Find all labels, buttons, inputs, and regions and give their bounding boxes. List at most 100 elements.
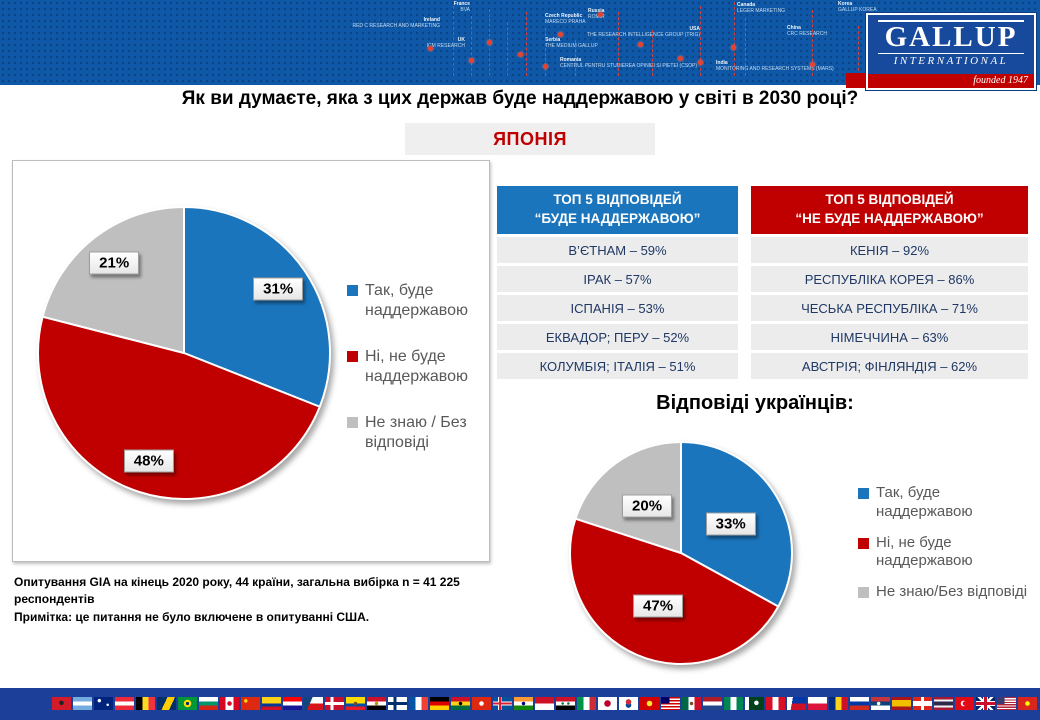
map-pin-line — [745, 18, 746, 76]
map-pin-line — [526, 12, 527, 76]
top5-yes-header-line2: “БУДЕ НАДДЕРЖАВОЮ” — [534, 210, 701, 226]
flag-turkey — [955, 697, 974, 710]
legend-item: Так, буде наддержавою — [347, 281, 487, 321]
flag-bosnia — [157, 697, 176, 710]
pie-data-label: 33% — [705, 512, 756, 536]
legend-swatch — [347, 417, 358, 428]
flags-row — [52, 697, 1037, 710]
flag-philippines — [787, 697, 806, 710]
flag-netherlands — [703, 697, 722, 710]
table-row: В’ЄТНАМ – 59% — [497, 236, 738, 263]
map-office-label: India MONITORING AND RESEARCH SYSTEMS (MA… — [716, 60, 834, 72]
flag-malaysia — [661, 697, 680, 710]
map-pin-dot — [469, 58, 474, 63]
legend-item: Не знаю/Без відповіді — [858, 583, 1030, 602]
map-office-label: Serbia THE MEDIUM GALLUP — [545, 37, 598, 49]
logo-rule-top — [877, 20, 1025, 22]
pie-data-label: 21% — [89, 251, 140, 275]
footer-bar — [0, 688, 1040, 720]
map-pin-dot — [598, 12, 603, 17]
map-pin-line — [575, 40, 576, 76]
flag-austria — [115, 697, 134, 710]
footnote-line: Примітка: це питання не було включене в … — [14, 609, 370, 624]
map-pin-line — [507, 22, 508, 76]
pie-data-label: 48% — [123, 449, 174, 473]
logo-rule-middle — [877, 53, 1025, 55]
flag-australia — [94, 697, 113, 710]
logo-subtitle: INTERNATIONAL — [893, 55, 1009, 68]
top5-no-header: ТОП 5 ВІДПОВІДЕЙ “НЕ БУДЕ НАДДЕРЖАВОЮ” — [751, 186, 1028, 234]
flag-albania — [52, 697, 71, 710]
logo-red-tab — [846, 73, 870, 88]
table-row: РЕСПУБЛІКА КОРЕЯ – 86% — [751, 265, 1028, 292]
flag-bulgaria — [199, 697, 218, 710]
flag-spain — [892, 697, 911, 710]
flag-ecuador — [346, 697, 365, 710]
flag-iceland — [493, 697, 512, 710]
table-row: ІРАК – 57% — [497, 265, 738, 292]
flag-canada — [220, 697, 239, 710]
map-office-label: Czech Republic MARECO PRAHA — [545, 13, 586, 25]
map-office-label: France BVA — [453, 1, 470, 13]
flag-czechia — [304, 697, 323, 710]
flag-japan — [598, 697, 617, 710]
map-pin-dot — [698, 60, 703, 65]
flag-ghana — [451, 697, 470, 710]
map-pin-line — [700, 6, 701, 76]
top5-no-header-line2: “НЕ БУДЕ НАДДЕРЖАВОЮ” — [795, 210, 984, 226]
map-office-label: UK ICM RESEARCH — [426, 37, 465, 49]
map-pin-dot — [731, 45, 736, 50]
flag-finland — [388, 697, 407, 710]
map-pin-dot — [428, 46, 433, 51]
legend-label: Ні, не буде наддержавою — [365, 348, 469, 385]
map-pin-dot — [810, 62, 815, 67]
flag-belgium — [136, 697, 155, 710]
legend-swatch — [347, 351, 358, 362]
map-office-label: Ireland RED C RESEARCH AND MARKETING — [352, 17, 440, 29]
legend-label: Не знаю/Без відповіді — [876, 583, 1028, 600]
top5-yes-header: ТОП 5 ВІДПОВІДЕЙ “БУДЕ НАДДЕРЖАВОЮ” — [497, 186, 738, 234]
table-row: ЧЕСЬКА РЕСПУБЛІКА – 71% — [751, 294, 1028, 321]
map-office-label: USA THE RESEARCH INTELLIGENCE GROUP (TRIG… — [587, 26, 700, 38]
flag-france — [409, 697, 428, 710]
map-pin-dot — [558, 32, 563, 37]
legend-label: Так, буде наддержавою — [876, 484, 973, 520]
flag-mexico — [682, 697, 701, 710]
legend-item: Ні, не буде наддержавою — [858, 534, 1030, 572]
flag-united-kingdom — [976, 697, 995, 710]
country-label: ЯПОНІЯ — [405, 123, 655, 155]
flag-poland — [808, 697, 827, 710]
flag-romania — [829, 697, 848, 710]
flag-russia — [850, 697, 869, 710]
pie-data-label: 31% — [253, 277, 304, 301]
flag-nigeria — [724, 697, 743, 710]
ukrainian-results-pie-chart — [568, 441, 793, 665]
flag-serbia — [871, 697, 890, 710]
legend-label: Не знаю / Без відповіді — [365, 414, 467, 451]
flag-germany — [430, 697, 449, 710]
table-row: АВСТРІЯ; ФІНЛЯНДІЯ – 62% — [751, 352, 1028, 379]
flag-denmark — [325, 697, 344, 710]
pie-data-label: 20% — [622, 494, 673, 518]
footnote-line: респондентів — [14, 592, 95, 607]
legend-item: Так, буде наддержавою — [858, 484, 1030, 522]
flag-brazil — [178, 697, 197, 710]
flag-egypt — [367, 697, 386, 710]
top5-yes-header-line1: ТОП 5 ВІДПОВІДЕЙ — [553, 192, 682, 207]
map-pin-line — [471, 16, 472, 76]
flag-thailand — [934, 697, 953, 710]
world-results-japan-pie-chart — [37, 206, 331, 500]
table-row: НІМЕЧЧИНА – 63% — [751, 323, 1028, 350]
top5-no-table: ТОП 5 ВІДПОВІДЕЙ “НЕ БУДЕ НАДДЕРЖАВОЮ” К… — [751, 186, 1028, 379]
footnote-line: Опитування GIA на кінець 2020 року, 44 к… — [14, 575, 460, 589]
flag-iraq — [556, 697, 575, 710]
map-pin-line — [652, 30, 653, 76]
logo-brand: GALLUP — [884, 21, 1018, 53]
table-row: ІСПАНІЯ – 53% — [497, 294, 738, 321]
flag-switzerland — [913, 697, 932, 710]
flag-hong-kong — [472, 697, 491, 710]
gallup-logo: GALLUP INTERNATIONAL founded 1947 — [866, 13, 1036, 90]
table-row: КОЛУМБІЯ; ІТАЛІЯ – 51% — [497, 352, 738, 379]
legend-swatch — [858, 488, 869, 499]
